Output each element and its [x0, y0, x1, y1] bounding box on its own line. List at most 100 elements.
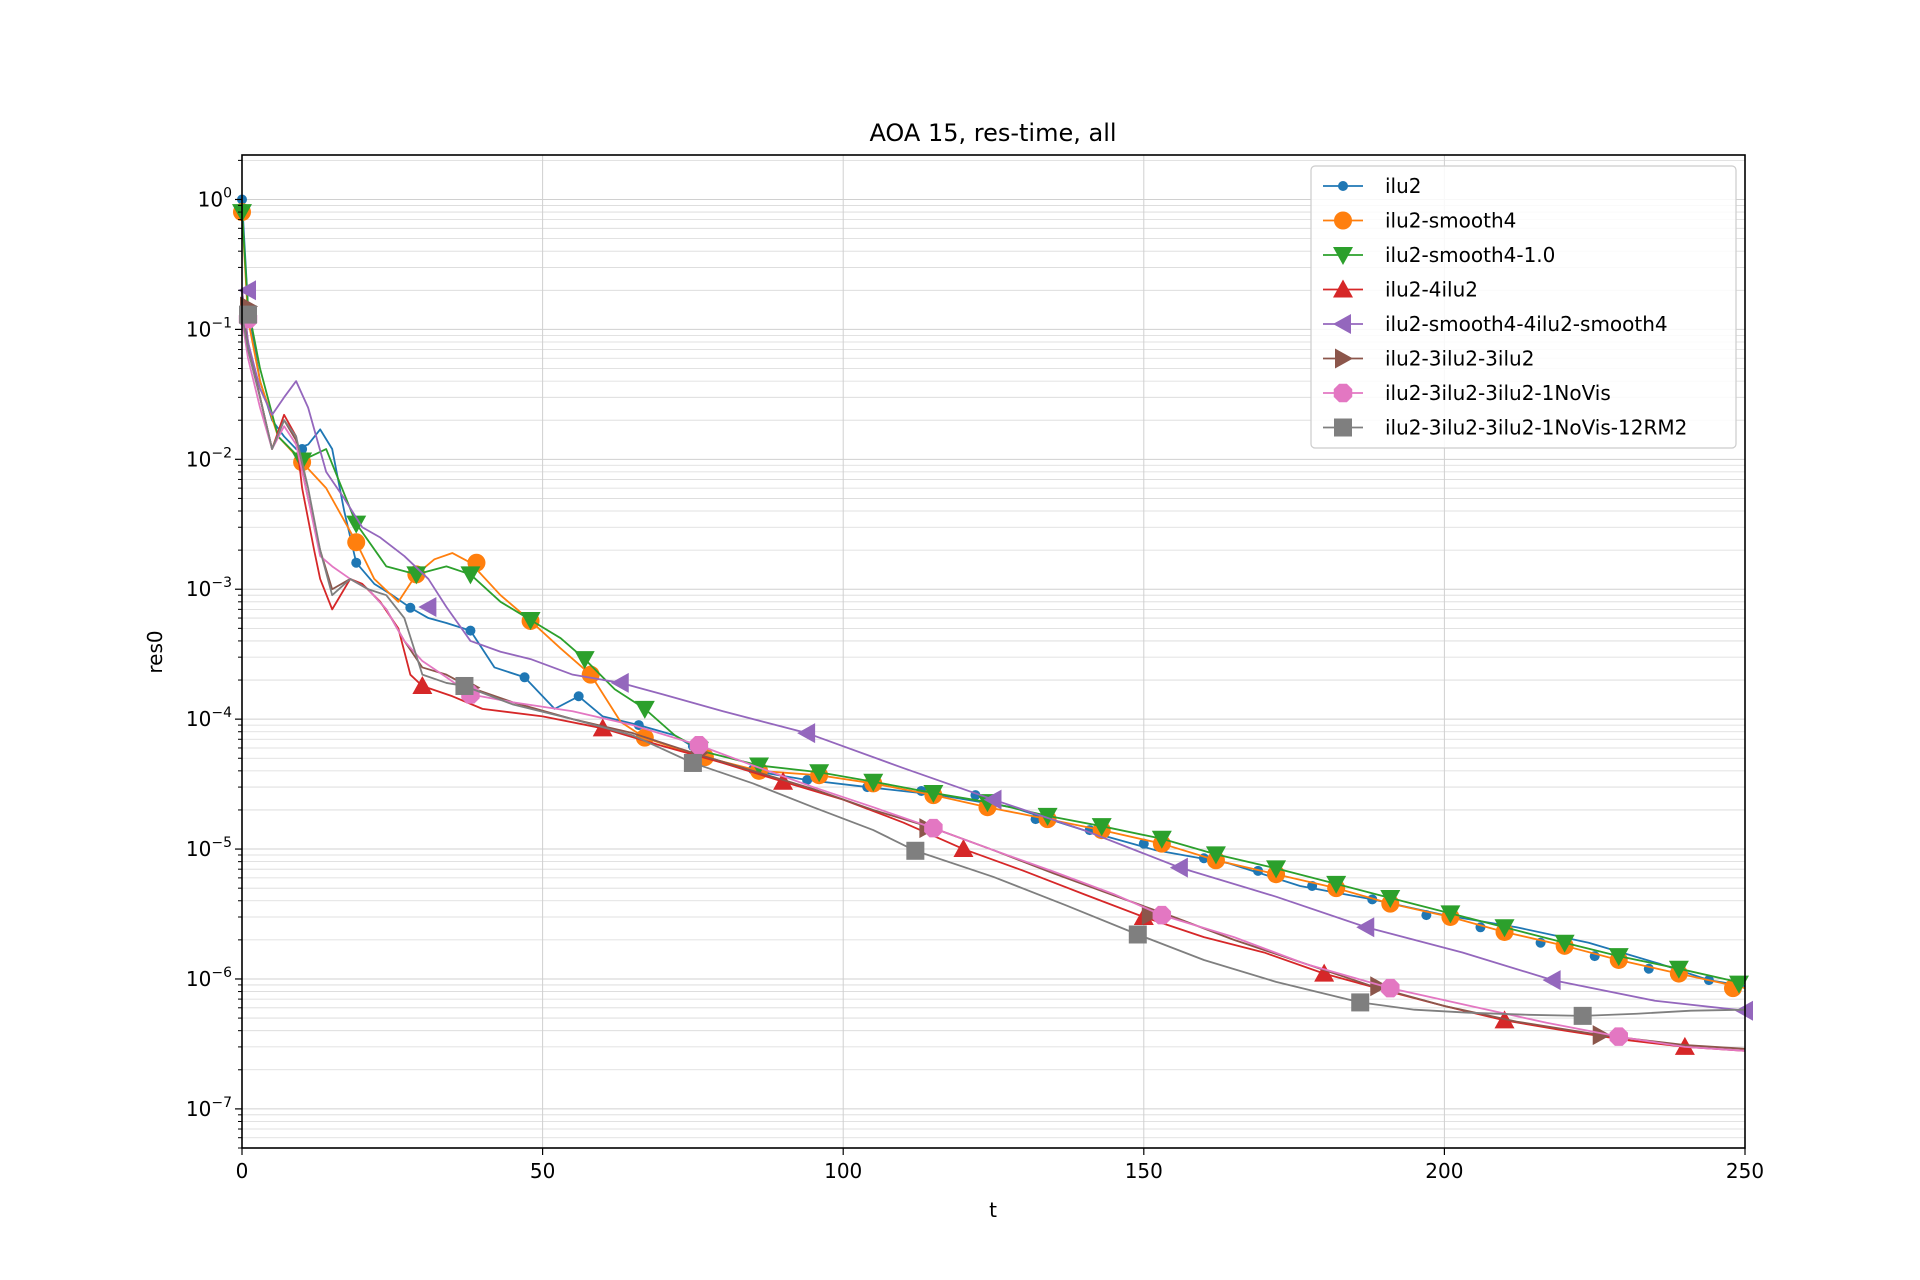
legend-entry: ilu2-4ilu2 — [1323, 278, 1478, 302]
legend-entry: ilu2-3ilu2-3ilu2-1NoVis-12RM2 — [1323, 416, 1687, 440]
series-5-point — [1735, 1000, 1753, 1021]
y-tick-exponent: 0 — [223, 185, 232, 201]
legend-label: ilu2-4ilu2 — [1385, 278, 1478, 302]
y-tick-exponent: −3 — [211, 575, 232, 591]
legend-marker — [1333, 247, 1353, 265]
series-3-point — [1440, 905, 1461, 924]
series-5 — [238, 280, 1753, 1021]
series-7-point — [1152, 905, 1172, 925]
series-8-point — [1573, 1006, 1592, 1025]
series-5-line — [241, 290, 1746, 1012]
series-8-point — [239, 305, 258, 324]
series-3-point — [863, 773, 884, 792]
series-6-point — [1370, 976, 1389, 997]
series-1-point — [351, 557, 362, 568]
series-3-point — [1037, 807, 1058, 826]
series-3-point — [1728, 975, 1749, 994]
y-axis-label: res0 — [143, 630, 167, 673]
legend-marker — [1334, 418, 1352, 437]
series-4-point — [1314, 963, 1335, 982]
series-3-point — [1326, 875, 1347, 894]
x-tick-label: 100 — [824, 1159, 862, 1183]
series-3-point — [1151, 830, 1172, 849]
x-tick-label: 50 — [530, 1159, 555, 1183]
y-tick-exponent: −2 — [211, 445, 232, 461]
series-5-point — [797, 723, 816, 744]
series-4-point — [412, 675, 433, 694]
legend-label: ilu2-smooth4-4ilu2-smooth4 — [1385, 312, 1668, 336]
x-tick-label: 0 — [236, 1159, 249, 1183]
series-3-point — [749, 757, 770, 776]
series-3-point — [1554, 934, 1575, 953]
legend-entry: ilu2-3ilu2-3ilu2-1NoVis — [1323, 381, 1611, 405]
legend-marker — [1333, 383, 1353, 403]
legend-entry: ilu2 — [1323, 174, 1422, 198]
series-3-point — [460, 566, 481, 585]
series-7-point — [1381, 978, 1400, 998]
series-8-line — [241, 314, 1746, 1017]
y-tick-exponent: −5 — [211, 835, 232, 851]
legend-marker — [1334, 211, 1352, 230]
series-7-point — [1609, 1027, 1628, 1046]
series-2-line — [241, 212, 1746, 990]
series-4-point — [953, 839, 974, 858]
series-6-point — [1141, 905, 1160, 926]
series-1-point — [519, 672, 530, 683]
series-5-point — [418, 596, 437, 617]
grid — [241, 155, 1746, 1149]
legend: ilu2 ilu2-smooth4 ilu2-smooth4-1.0 ilu2-4il… — [1310, 165, 1737, 449]
y-tick-label: 10−3 — [186, 575, 232, 601]
series-8 — [239, 305, 1746, 1025]
series-5-point — [1542, 970, 1561, 991]
series-5-point — [983, 789, 1002, 810]
series-7-point — [689, 735, 709, 755]
series-3-point — [1608, 948, 1629, 967]
legend-box — [1310, 165, 1737, 449]
series-3-point — [346, 515, 367, 534]
series-6-point — [1592, 1025, 1611, 1046]
series-8-point — [455, 676, 474, 695]
series-1-point — [1138, 838, 1149, 849]
x-tick-label: 150 — [1125, 1159, 1163, 1183]
series-3-point — [634, 700, 655, 719]
series-3-point — [923, 785, 944, 804]
series-2-point — [347, 533, 366, 552]
series-7-point — [924, 818, 943, 838]
legend-label: ilu2-3ilu2-3ilu2-1NoVis-12RM2 — [1385, 416, 1687, 440]
x-axis-label: t — [989, 1198, 997, 1222]
series-3-point — [1266, 860, 1287, 879]
series-1-point — [573, 691, 584, 702]
series-3-point — [1494, 919, 1515, 938]
series-1-point — [405, 602, 416, 613]
legend-entry: ilu2-3ilu2-3ilu2 — [1323, 347, 1534, 371]
series-5-point — [238, 280, 257, 301]
legend-label: ilu2-3ilu2-3ilu2 — [1385, 347, 1534, 371]
series-3-point — [1091, 818, 1112, 837]
plot-frame — [241, 154, 1746, 1149]
series-3 — [232, 204, 1749, 994]
legend-label: ilu2-smooth4 — [1385, 209, 1516, 233]
y-tick-exponent: −4 — [211, 705, 232, 721]
series-1-point — [802, 775, 813, 786]
series-8-point — [906, 841, 925, 860]
series-8-point — [683, 753, 702, 772]
series-3-point — [1380, 890, 1401, 909]
series-5-point — [1169, 857, 1188, 878]
legend-label: ilu2 — [1385, 174, 1422, 198]
series-3-point — [809, 764, 830, 783]
chart-title: AOA 15, res-time, all — [869, 119, 1116, 147]
series-3-point — [1668, 960, 1689, 979]
series-layer — [232, 194, 1753, 1055]
x-tick-label: 250 — [1726, 1159, 1764, 1183]
legend-entry: ilu2-smooth4-4ilu2-smooth4 — [1323, 312, 1668, 336]
legend-entry: ilu2-smooth4-1.0 — [1323, 243, 1555, 267]
x-tick-label: 200 — [1425, 1159, 1463, 1183]
series-7-line — [241, 318, 1746, 1052]
series-3-point — [406, 566, 427, 585]
y-tick-exponent: −7 — [211, 1095, 232, 1111]
y-tick-exponent: −6 — [211, 965, 232, 981]
legend-marker — [1333, 279, 1353, 298]
series-3-point — [1205, 846, 1226, 865]
y-tick-exponent: −1 — [211, 315, 232, 331]
legend-marker — [1335, 348, 1353, 369]
